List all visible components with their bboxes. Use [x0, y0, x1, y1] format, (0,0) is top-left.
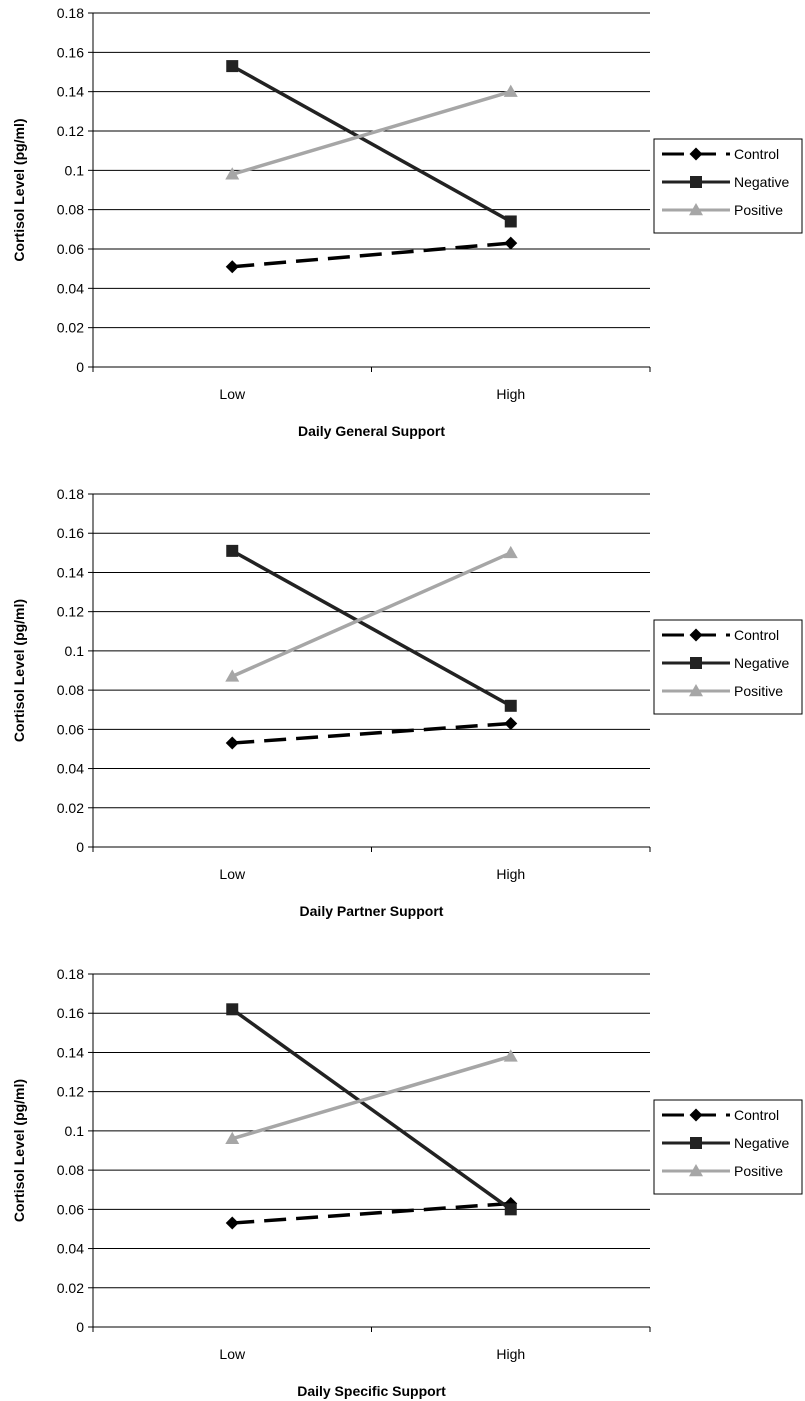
legend-label: Negative: [734, 655, 789, 671]
data-point-positive: [503, 84, 518, 97]
series-line-control: [232, 721, 511, 745]
legend-label: Negative: [734, 174, 789, 190]
legend-marker-negative: [690, 1137, 702, 1149]
data-point-negative: [226, 1003, 239, 1016]
legend-marker-control: [689, 147, 703, 161]
data-point-positive: [225, 167, 240, 180]
y-tick-label: 0.04: [57, 1241, 84, 1257]
y-axis-title: Cortisol Level (pg/ml): [11, 599, 27, 742]
legend-marker-positive: [689, 1164, 703, 1177]
series-line-positive: [231, 1054, 512, 1141]
y-tick-label: 0.08: [57, 1162, 84, 1178]
chart-3: 0 0.02 0.04 0.06 0.08 0.1 0.12 0.14 0.16 0.18 Low H…: [11, 966, 803, 1399]
y-tick-label: 0.1: [65, 1123, 85, 1139]
x-tick-label: High: [496, 1346, 525, 1362]
y-tick-label: 0.18: [57, 5, 84, 21]
y-tick-label: 0.16: [57, 525, 84, 541]
series-line-control: [232, 241, 511, 269]
legend-label: Control: [734, 146, 779, 162]
x-axis-title: Daily General Support: [298, 423, 445, 439]
legend-marker-control: [689, 628, 703, 642]
data-point-control: [225, 1216, 239, 1230]
data-point-control: [225, 260, 239, 274]
data-point-control: [504, 236, 518, 250]
legend-label: Control: [734, 1107, 779, 1123]
data-point-control: [504, 716, 518, 730]
chart-2: 0 0.02 0.04 0.06 0.08 0.1 0.12 0.14 0.16 0.18 Low H…: [11, 486, 803, 919]
y-tick-label: 0.1: [65, 643, 85, 659]
legend-marker-control: [689, 1108, 703, 1122]
series-line-control: [232, 1201, 511, 1225]
data-point-negative: [226, 60, 239, 73]
series-line-negative: [231, 64, 512, 223]
y-tick-label: 0.12: [57, 123, 84, 139]
data-point-positive: [225, 1131, 240, 1144]
y-tick-label: 0.04: [57, 761, 84, 777]
legend-marker-negative: [690, 657, 702, 669]
y-tick-label: 0.1: [65, 162, 85, 178]
y-tick-label: 0.06: [57, 721, 84, 737]
legend-label: Control: [734, 627, 779, 643]
series-line-negative: [231, 1007, 512, 1211]
x-tick-label: High: [496, 386, 525, 402]
x-axis-title: Daily Partner Support: [300, 903, 444, 919]
y-tick-label: 0.14: [57, 1044, 84, 1060]
y-tick-label: 0.18: [57, 966, 84, 982]
y-tick-label: 0.08: [57, 202, 84, 218]
y-tick-label: 0: [76, 1319, 84, 1335]
legend-label: Positive: [734, 202, 783, 218]
legend-label: Positive: [734, 1163, 783, 1179]
y-tick-label: 0.02: [57, 800, 84, 816]
data-point-positive: [503, 1049, 518, 1062]
y-axis-title: Cortisol Level (pg/ml): [11, 118, 27, 261]
y-tick-label: 0.02: [57, 1280, 84, 1296]
legend-marker-positive: [689, 684, 703, 697]
data-point-negative: [226, 544, 239, 557]
y-tick-label: 0.02: [57, 320, 84, 336]
y-axis-title: Cortisol Level (pg/ml): [11, 1079, 27, 1222]
data-point-positive: [503, 545, 518, 559]
series-line-positive: [231, 551, 512, 678]
y-tick-label: 0: [76, 839, 84, 855]
x-tick-label: High: [496, 866, 525, 882]
legend-label: Positive: [734, 683, 783, 699]
data-point-negative: [504, 1203, 517, 1216]
series-line-positive: [231, 89, 512, 176]
x-tick-label: Low: [219, 1346, 246, 1362]
y-tick-label: 0.06: [57, 1201, 84, 1217]
y-tick-label: 0.12: [57, 1084, 84, 1100]
chart-1: 0 0.02 0.04 0.06 0.08 0.1 0.12 0.14 0.16 0.18 Low H…: [11, 5, 803, 439]
y-tick-label: 0.16: [57, 44, 84, 60]
x-tick-label: Low: [219, 386, 246, 402]
legend-marker-negative: [690, 176, 702, 188]
y-tick-label: 0.04: [57, 280, 84, 296]
y-tick-label: 0.14: [57, 84, 84, 100]
y-tick-label: 0.06: [57, 241, 84, 257]
data-point-negative: [504, 699, 517, 712]
legend-marker-positive: [689, 203, 703, 216]
data-point-control: [225, 736, 239, 750]
y-tick-label: 0.08: [57, 682, 84, 698]
legend-label: Negative: [734, 1135, 789, 1151]
y-tick-label: 0.18: [57, 486, 84, 502]
y-tick-label: 0.16: [57, 1005, 84, 1021]
x-tick-label: Low: [219, 866, 246, 882]
x-axis-title: Daily Specific Support: [297, 1383, 446, 1399]
data-point-positive: [225, 669, 240, 682]
series-line-negative: [231, 549, 512, 708]
y-tick-label: 0.12: [57, 604, 84, 620]
y-tick-label: 0: [76, 359, 84, 375]
y-tick-label: 0.14: [57, 564, 84, 580]
data-point-negative: [504, 215, 517, 228]
